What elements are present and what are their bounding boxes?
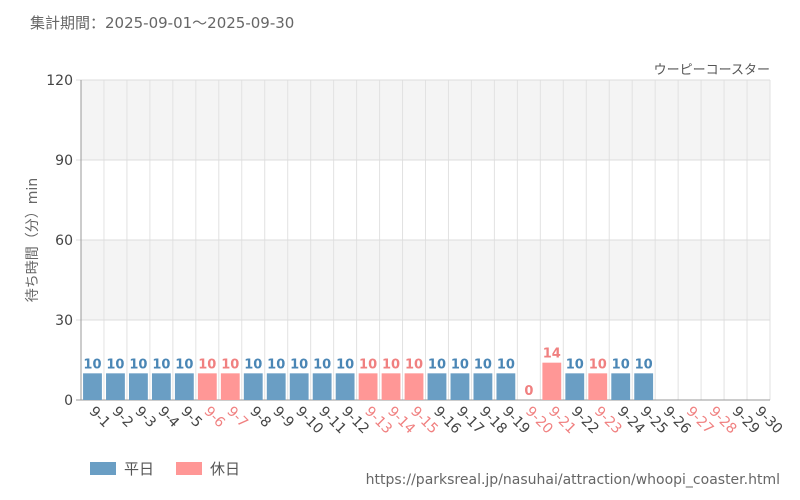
chart-title: ウーピーコースター <box>654 63 770 78</box>
bar <box>588 373 608 400</box>
bar-value-label: 10 <box>497 357 515 372</box>
bar <box>404 373 424 400</box>
legend-swatch-holiday <box>176 462 203 475</box>
legend-label-weekday: 平日 <box>124 460 155 478</box>
bar <box>83 373 102 400</box>
bar <box>634 373 654 400</box>
bar-value-label: 10 <box>566 357 584 372</box>
bar-value-label: 10 <box>221 357 239 372</box>
bar-value-label: 14 <box>543 347 561 362</box>
bar <box>266 373 286 400</box>
y-axis-label: 待ち時間（分）min <box>25 178 41 302</box>
x-tick-label: 9-8 <box>246 404 273 431</box>
bar <box>358 373 378 400</box>
bar <box>427 373 447 400</box>
bar-value-label: 10 <box>175 357 193 372</box>
bar-value-label: 10 <box>244 357 262 372</box>
y-tick-label: 120 <box>46 73 73 89</box>
x-tick-label: 9-4 <box>155 404 183 432</box>
bar-value-label: 10 <box>382 357 400 372</box>
bar-value-label: 10 <box>313 357 331 372</box>
bar-value-label: 10 <box>290 357 308 372</box>
bar <box>496 373 516 400</box>
bar-value-label: 10 <box>451 357 469 372</box>
x-tick-label: 9-3 <box>132 404 159 431</box>
bar <box>473 373 493 400</box>
bar <box>289 373 309 400</box>
x-tick-label: 9-5 <box>178 404 205 431</box>
bar <box>243 373 263 400</box>
x-tick-label: 9-6 <box>200 404 228 432</box>
bar <box>106 373 125 400</box>
bar <box>220 373 240 400</box>
bar-value-label: 10 <box>589 357 607 372</box>
bar-value-label: 10 <box>106 357 124 372</box>
bar-value-label: 10 <box>359 357 377 372</box>
y-tick-label: 90 <box>55 153 73 169</box>
bar-value-label: 10 <box>336 357 354 372</box>
bar-value-label: 10 <box>129 357 147 372</box>
legend-swatch-weekday <box>90 462 116 475</box>
bar-value-label: 0 <box>524 384 533 399</box>
bar-value-label: 10 <box>83 357 101 372</box>
bar <box>381 373 401 400</box>
bar <box>151 373 171 400</box>
legend: 平日 休日 <box>90 458 240 479</box>
x-tick-label: 9-2 <box>109 404 136 431</box>
y-tick-label: 60 <box>55 233 73 249</box>
bar <box>565 373 585 400</box>
bar <box>174 373 194 400</box>
legend-item-holiday: 休日 <box>176 458 240 479</box>
x-tick-label: 9-9 <box>269 404 296 431</box>
bar <box>611 373 631 400</box>
x-tick-label: 9-1 <box>86 404 113 431</box>
bar <box>335 373 355 400</box>
bar <box>312 373 332 400</box>
bar <box>197 373 217 400</box>
period-label: 集計期間：2025-09-01～2025-09-30 <box>30 14 295 32</box>
bar-value-label: 10 <box>198 357 216 372</box>
bar-value-label: 10 <box>612 357 630 372</box>
bar <box>542 362 562 400</box>
y-tick-label: 0 <box>64 393 73 409</box>
bar-value-label: 10 <box>635 357 653 372</box>
bar-value-label: 10 <box>405 357 423 372</box>
y-tick-label: 30 <box>55 313 73 329</box>
legend-item-weekday: 平日 <box>90 458 154 479</box>
bar <box>450 373 470 400</box>
legend-label-holiday: 休日 <box>210 460 241 478</box>
source-url[interactable]: https://parksreal.jp/nasuhai/attraction/… <box>365 472 780 488</box>
bar-value-label: 10 <box>474 357 492 372</box>
bar-value-label: 10 <box>152 357 170 372</box>
bar-value-label: 10 <box>428 357 446 372</box>
bar-value-label: 10 <box>267 357 285 372</box>
bar <box>129 373 148 400</box>
x-tick-label: 9-7 <box>223 404 250 431</box>
